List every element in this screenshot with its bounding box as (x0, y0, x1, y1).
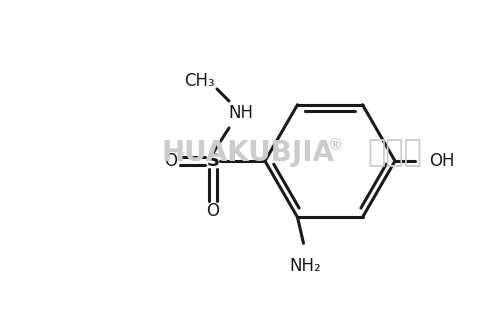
Text: O: O (165, 152, 177, 170)
Text: O: O (206, 202, 220, 220)
Text: OH: OH (429, 152, 454, 170)
Text: CH₃: CH₃ (184, 72, 214, 90)
Text: NH: NH (229, 104, 253, 122)
Text: HUAKUBJIA: HUAKUBJIA (162, 139, 334, 167)
Text: S: S (206, 152, 220, 170)
Text: ®: ® (328, 137, 342, 153)
Text: NH₂: NH₂ (290, 257, 322, 275)
Text: 化学加: 化学加 (368, 138, 422, 167)
